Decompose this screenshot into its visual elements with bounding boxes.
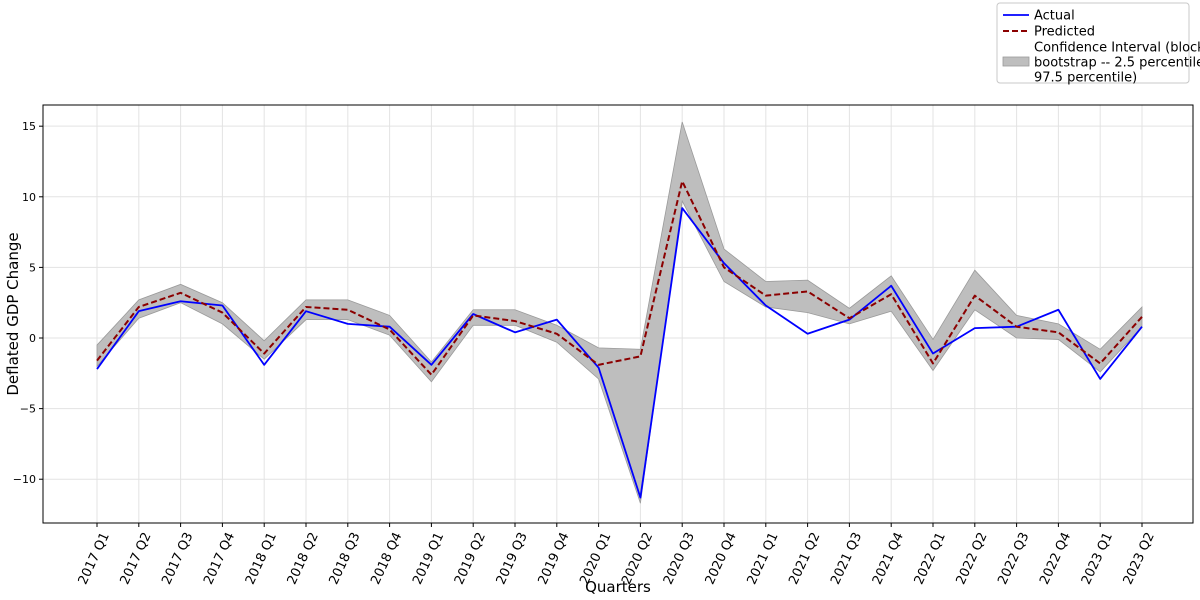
x-tick-label: 2017 Q2 (118, 530, 155, 587)
x-tick-label: 2019 Q4 (536, 530, 573, 587)
y-tick-label: 10 (22, 191, 36, 204)
legend-predicted-label: Predicted (1034, 25, 1095, 40)
y-tick-label: 5 (29, 261, 36, 274)
x-tick-label: 2023 Q2 (1121, 530, 1158, 587)
confidence-band (96, 121, 1143, 504)
x-tick-label: 2021 Q2 (786, 530, 823, 587)
legend-band-label-line: Confidence Interval (block (1034, 41, 1200, 56)
confidence-band-layer (96, 121, 1143, 504)
x-tick-label: 2018 Q1 (243, 530, 280, 587)
x-tick-label: 2017 Q1 (76, 530, 113, 587)
legend-band-label: Confidence Interval (block bootstrap -- 2… (1034, 41, 1200, 86)
x-tick-label: 2019 Q3 (494, 530, 531, 587)
x-tick-label: 2021 Q1 (745, 530, 782, 587)
y-axis-label: Deflated GDP Change (4, 232, 22, 395)
x-tick-label: 2021 Q3 (828, 530, 865, 587)
x-tick-label: 2020 Q3 (661, 530, 698, 587)
x-tick-label: 2020 Q4 (703, 530, 740, 587)
x-tick-label: 2022 Q3 (995, 530, 1032, 587)
x-tick-label: 2018 Q2 (285, 530, 322, 587)
y-tick-label: 15 (22, 120, 36, 133)
y-tick-label: −5 (20, 403, 36, 416)
x-tick-label: 2018 Q3 (327, 530, 364, 587)
actual-series-line (96, 207, 1143, 499)
series-layer (96, 180, 1143, 499)
legend-box (996, 2, 1190, 84)
x-tick-label: 2018 Q4 (368, 530, 405, 587)
x-tick-label: 2021 Q4 (870, 530, 907, 587)
x-tick-label: 2019 Q1 (410, 530, 447, 587)
legend-actual-label: Actual (1034, 9, 1075, 24)
y-axis: −10 −5 0 5 10 15 (13, 120, 43, 486)
legend-band-label-line: bootstrap -- 2.5 percentile, (1034, 56, 1200, 71)
x-tick-label: 2022 Q4 (1037, 530, 1074, 587)
y-tick-label: 0 (29, 332, 36, 345)
legend-band-swatch (1002, 56, 1030, 67)
x-tick-label: 2017 Q4 (201, 530, 238, 587)
plot-frame (42, 104, 1194, 524)
y-tick-label: −10 (13, 473, 36, 486)
x-tick-label: 2023 Q1 (1079, 530, 1116, 587)
x-tick-label: 2022 Q1 (912, 530, 949, 587)
x-axis-label: Quarters (585, 578, 651, 596)
x-tick-label: 2019 Q2 (452, 530, 489, 587)
x-tick-label: 2017 Q3 (159, 530, 196, 587)
x-tick-label: 2022 Q2 (954, 530, 991, 587)
predicted-series-line (96, 180, 1143, 376)
legend-band-label-line: 97.5 percentile) (1034, 71, 1137, 86)
